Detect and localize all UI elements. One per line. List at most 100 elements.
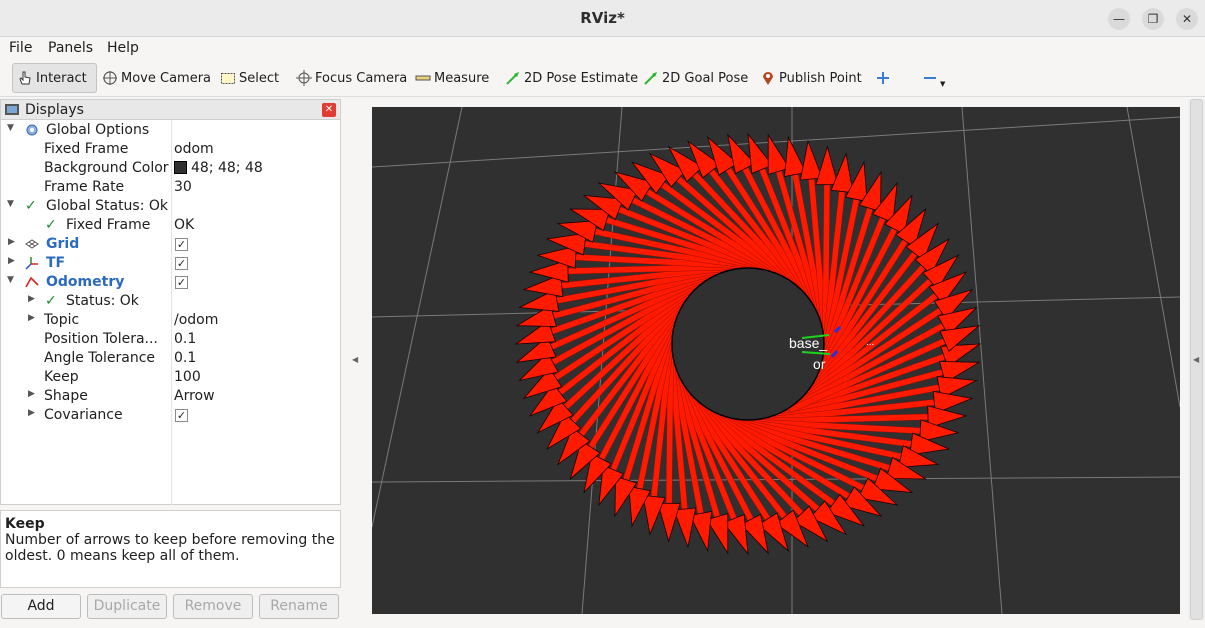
tree-row-keep[interactable]: Keep 100 [1,368,340,387]
angle-tolerance-value[interactable]: 0.1 [174,350,197,366]
odometry-arrow-head [582,194,624,221]
add-tool-button[interactable] [871,63,898,93]
odometry-arrow-head [522,367,563,400]
minimize-button[interactable]: — [1108,8,1130,30]
tree-row-odom-status[interactable]: ▶ ✓ Status: Ok [1,292,340,311]
rename-button[interactable]: Rename [259,594,339,619]
tree-row-odometry[interactable]: ▼ Odometry ✓ [1,273,340,292]
status-fixed-frame-value: OK [174,217,195,233]
column-divider[interactable] [171,120,172,505]
tree-row-covariance[interactable]: ▶ Covariance ✓ [1,406,340,425]
odometry-arrow-head [727,133,756,175]
odometry-arrow-head [898,445,940,468]
tree-row-frame-rate[interactable]: Frame Rate 30 [1,178,340,197]
grid-checkbox[interactable]: ✓ [175,238,188,251]
chevron-right-icon[interactable]: ▶ [28,313,35,323]
remove-tool-button[interactable]: ▼ [918,63,949,93]
goal-pose-label: 2D Goal Pose [662,70,749,86]
chevron-down-icon[interactable]: ▼ [7,199,14,209]
focus-camera-tool[interactable]: Focus Camera [292,63,411,93]
tree-row-shape[interactable]: ▶ Shape Arrow [1,387,340,406]
odometry-arrow-head [809,500,848,536]
tree-row-background-color[interactable]: Background Color 48; 48; 48 [1,159,340,178]
color-swatch [174,161,187,174]
odometry-arrow-head [687,140,721,179]
odometry-arrow-head [518,289,560,312]
frame-rate-label: Frame Rate [44,179,125,195]
collapse-right-icon[interactable]: ◀ [1193,355,1200,364]
interact-tool[interactable]: Interact [12,63,97,93]
odometry-arrow-head [518,351,559,382]
covariance-checkbox[interactable]: ✓ [175,409,188,422]
tf-checkbox[interactable]: ✓ [175,257,188,270]
render-viewport[interactable]: base_ or ... [372,107,1180,614]
collapse-left-icon[interactable]: ◀ [352,355,359,364]
goal-pose-tool[interactable]: 2D Goal Pose [639,63,752,93]
odometry-arrow-head [740,513,769,555]
tree-row-fixed-frame[interactable]: Fixed Frame odom [1,140,340,159]
ruler-icon [415,70,431,86]
menu-file[interactable]: File [9,40,33,56]
chevron-right-icon[interactable]: ▶ [8,256,15,266]
tree-row-status-fixed-frame[interactable]: ✓ Fixed Frame OK [1,216,340,235]
right-scrollbar[interactable]: ◀ [1188,99,1205,620]
keep-value[interactable]: 100 [174,369,201,385]
menu-help[interactable]: Help [107,40,139,56]
description-heading: Keep [5,516,45,532]
green-arrow-icon [505,70,521,86]
odometry-arrow-head [858,170,882,213]
chevron-right-icon[interactable]: ▶ [28,389,35,399]
close-window-button[interactable]: ✕ [1176,8,1198,30]
background-color-value[interactable]: 48; 48; 48 [174,160,263,176]
odometry-icon [25,275,39,293]
tree-row-angle-tolerance[interactable]: Angle Tolerance 0.1 [1,349,340,368]
gear-icon [25,123,39,141]
move-camera-tool[interactable]: Move Camera [98,63,215,93]
close-panel-icon[interactable]: ✕ [322,103,336,117]
displays-tree: ▼ Global Options Fixed Frame odom Backgr… [0,120,341,505]
restore-button[interactable]: ❐ [1142,8,1164,30]
odometry-arrow-head [884,194,913,235]
odometry-arrow-head [937,306,978,337]
tree-row-position-tolerance[interactable]: Position Tolera... 0.1 [1,330,340,349]
frame-rate-value[interactable]: 30 [174,179,192,195]
duplicate-button[interactable]: Duplicate [87,594,167,619]
remove-button[interactable]: Remove [173,594,253,619]
select-tool[interactable]: Select [216,63,283,93]
odometry-checkbox[interactable]: ✓ [175,276,188,289]
chevron-right-icon[interactable]: ▶ [28,294,35,304]
add-button[interactable]: Add [1,594,81,619]
tree-row-global-status[interactable]: ▼ ✓ Global Status: Ok [1,197,340,216]
odometry-arrow-head [792,505,829,543]
chevron-down-icon[interactable]: ▼ [7,123,14,133]
odometry-arrow-head [826,493,866,527]
tf-axes-icon [25,256,39,274]
hand-pointer-icon [17,70,33,86]
chevron-down-icon[interactable]: ▼ [7,275,14,285]
odometry-arrow-head [928,271,968,305]
select-box-icon [220,70,236,86]
tree-row-tf[interactable]: ▶ TF ✓ [1,254,340,273]
odometry-arrow-head [919,419,960,443]
select-label: Select [239,70,280,86]
scrollbar-thumb[interactable] [1190,99,1203,620]
menu-panels[interactable]: Panels [48,40,94,56]
measure-tool[interactable]: Measure [411,63,493,93]
odometry-arrow-head [546,412,582,451]
shape-value[interactable]: Arrow [174,388,215,404]
tree-row-topic[interactable]: ▶ Topic /odom [1,311,340,330]
scene-canvas[interactable]: base_ or ... [372,107,1180,614]
tree-row-global-options[interactable]: ▼ Global Options [1,121,340,140]
position-tolerance-value[interactable]: 0.1 [174,331,197,347]
chevron-right-icon[interactable]: ▶ [8,237,15,247]
publish-point-tool[interactable]: Publish Point [756,63,866,93]
fixed-frame-value[interactable]: odom [174,141,214,157]
topic-value[interactable]: /odom [174,312,219,328]
frame-label-base: base_ [789,335,827,351]
map-pin-icon [760,70,776,86]
odometry-arrow-head [723,514,749,556]
odometry-arrow-head [842,486,883,517]
pose-estimate-tool[interactable]: 2D Pose Estimate [501,63,642,93]
tree-row-grid[interactable]: ▶ Grid ✓ [1,235,340,254]
chevron-right-icon[interactable]: ▶ [28,408,35,418]
